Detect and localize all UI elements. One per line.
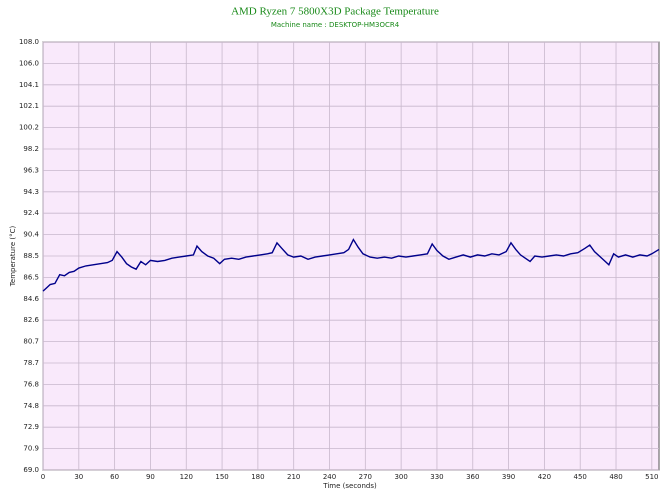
x-tick-label: 330 <box>430 473 443 481</box>
y-tick-label: 74.8 <box>23 402 39 410</box>
x-tick-label: 450 <box>574 473 587 481</box>
y-tick-label: 78.7 <box>23 359 39 367</box>
y-tick-label: 82.6 <box>23 316 39 324</box>
data-line <box>42 238 660 292</box>
x-tick-label: 30 <box>74 473 83 481</box>
y-tick-label: 98.2 <box>23 145 39 153</box>
y-tick-label: 88.5 <box>23 252 39 260</box>
y-tick-label: 86.5 <box>23 273 39 281</box>
chart-title: AMD Ryzen 7 5800X3D Package Temperature <box>231 6 439 18</box>
y-tick-label: 94.3 <box>23 188 39 196</box>
y-tick-label: 102.1 <box>19 102 39 110</box>
y-tick-label: 69.0 <box>23 466 39 474</box>
x-tick-label: 60 <box>110 473 119 481</box>
x-tick-label: 300 <box>394 473 407 481</box>
x-tick-label: 210 <box>287 473 300 481</box>
y-tick-label: 84.6 <box>23 295 39 303</box>
y-tick-label: 90.4 <box>23 231 39 239</box>
x-tick-label: 0 <box>41 473 45 481</box>
y-tick-label: 80.7 <box>23 338 39 346</box>
x-tick-label: 150 <box>215 473 228 481</box>
x-tick-label: 360 <box>466 473 479 481</box>
y-tick-label: 72.9 <box>23 423 39 431</box>
y-axis-label: Temperature (°C) <box>9 226 17 288</box>
y-tick-label: 70.9 <box>23 445 39 453</box>
y-tick-label: 108.0 <box>19 38 39 46</box>
x-axis-label: Time (seconds) <box>322 482 377 490</box>
x-tick-label: 420 <box>538 473 551 481</box>
y-tick-label: 92.4 <box>23 209 39 217</box>
x-tick-label: 90 <box>146 473 155 481</box>
y-tick-label: 106.0 <box>19 59 39 67</box>
x-tick-label: 120 <box>180 473 193 481</box>
x-tick-label: 180 <box>251 473 264 481</box>
y-tick-label: 104.1 <box>19 81 39 89</box>
x-tick-label: 390 <box>502 473 515 481</box>
x-tick-label: 270 <box>359 473 372 481</box>
y-tick-label: 96.3 <box>23 166 39 174</box>
x-tick-label: 510 <box>645 473 658 481</box>
y-tick-label: 76.8 <box>23 380 39 388</box>
x-tick-label: 240 <box>323 473 336 481</box>
chart-subtitle: Machine name : DESKTOP-HM3OCR4 <box>271 21 400 29</box>
x-tick-label: 480 <box>609 473 622 481</box>
y-tick-label: 100.2 <box>19 124 39 132</box>
